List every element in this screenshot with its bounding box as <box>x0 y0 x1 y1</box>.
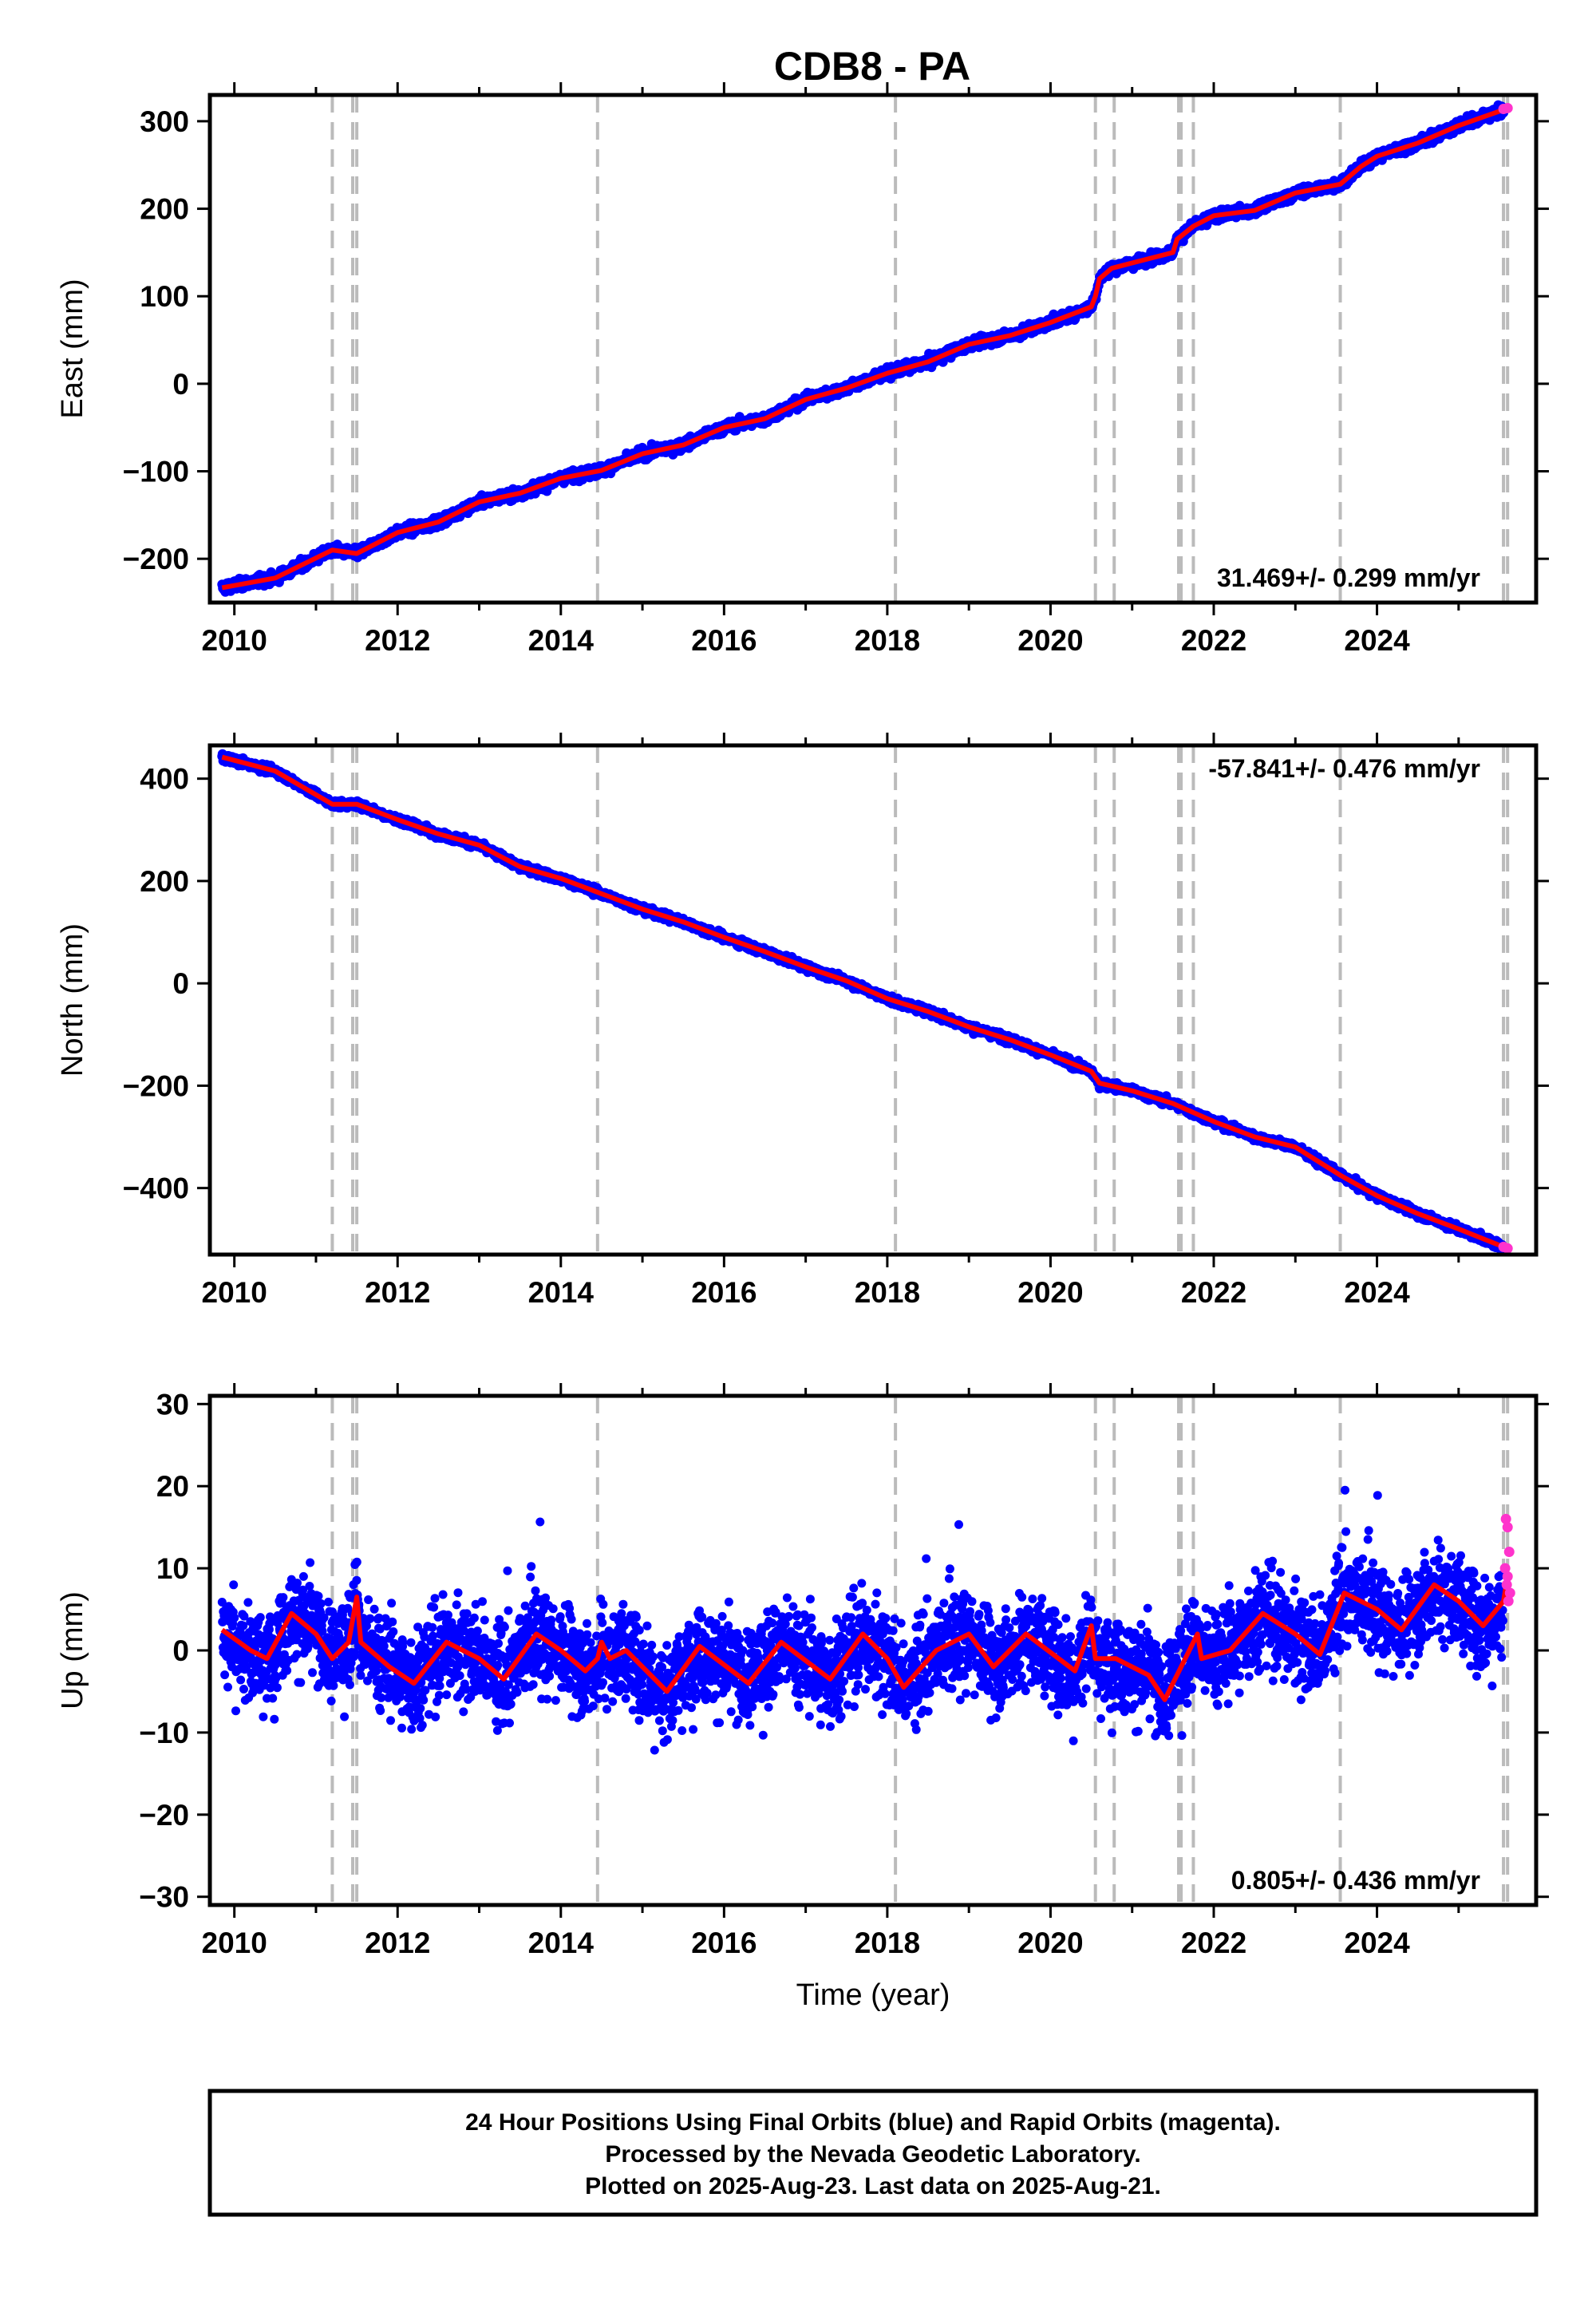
plot-area <box>217 95 1513 603</box>
y-tick-label: 300 <box>140 105 189 138</box>
plot-area <box>217 745 1513 1255</box>
x-tick-label: 2020 <box>1017 624 1083 657</box>
x-tick-label: 2018 <box>855 624 920 657</box>
panel-1: 2010 2012 2014 2016 2018 2020 2022 2024 300 200 10… <box>56 82 1549 657</box>
x-tick-label: 2016 <box>691 624 757 657</box>
y-tick-label: 0 <box>172 368 189 401</box>
rapid-orbit-point <box>1502 102 1513 113</box>
y-tick-label: −100 <box>123 456 189 488</box>
x-tick-label: 2010 <box>202 624 267 657</box>
y-tick-label: −200 <box>123 543 189 575</box>
plot-frame <box>207 93 1539 605</box>
y-tick-label: 100 <box>140 280 189 313</box>
panel-2: 2010 2012 2014 2016 2018 2020 2022 20244002000−… <box>56 733 1549 1309</box>
x-tick-label: 2012 <box>365 624 430 657</box>
x-tick-label: 2024 <box>1344 624 1410 657</box>
x-tick-label: 2014 <box>528 624 595 657</box>
panels: 2010 2012 2014 2016 2018 2020 2022 2024 300 200 10… <box>56 82 1549 2012</box>
chart-title: CDB8 - PA <box>774 44 970 89</box>
rate-label: 31.469+/- 0.299 mm/yr <box>1217 563 1480 592</box>
y-tick-label: 200 <box>140 193 189 226</box>
model-line <box>221 107 1505 591</box>
x-tick-label: 2022 <box>1181 624 1246 657</box>
final-orbit-points <box>217 100 1509 597</box>
y-axis-label: East (mm) <box>56 279 89 418</box>
